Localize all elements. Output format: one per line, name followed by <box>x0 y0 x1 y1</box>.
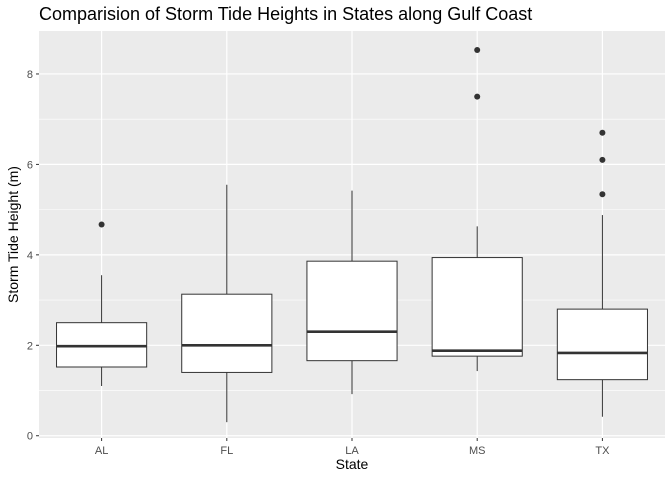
x-axis-title: State <box>336 456 369 472</box>
box-la <box>306 190 398 395</box>
chart-title: Comparision of Storm Tide Heights in Sta… <box>39 4 532 24</box>
outlier-point <box>599 129 606 136</box>
x-tick-label: MS <box>469 445 486 457</box>
outlier-point <box>599 191 606 198</box>
iqr-box <box>306 260 398 362</box>
x-axis: AL FL LA MS TX <box>95 438 610 457</box>
y-tick-label: 8 <box>27 69 33 81</box>
x-tick-label: TX <box>595 445 610 457</box>
iqr-box <box>556 308 648 381</box>
box-tx <box>556 129 648 417</box>
x-tick-label: AL <box>95 445 108 457</box>
y-tick-label: 6 <box>27 159 33 171</box>
y-axis-title: Storm Tide Height (m) <box>5 166 21 303</box>
x-tick-label: FL <box>220 445 233 457</box>
outlier-point <box>474 93 481 100</box>
box-fl <box>181 184 273 423</box>
outlier-point <box>474 46 481 53</box>
iqr-box <box>181 293 273 373</box>
y-tick-label: 2 <box>27 340 33 352</box>
box-series <box>56 46 648 423</box>
box-al <box>56 221 148 386</box>
iqr-box <box>56 322 148 368</box>
y-tick-label: 4 <box>27 250 33 262</box>
x-tick-label: LA <box>345 445 359 457</box>
iqr-box <box>431 257 523 357</box>
y-tick-label: 0 <box>27 431 33 443</box>
box-ms <box>431 46 523 372</box>
outlier-point <box>98 221 105 228</box>
y-axis: 0 2 4 6 8 <box>27 69 39 443</box>
outlier-point <box>599 156 606 163</box>
